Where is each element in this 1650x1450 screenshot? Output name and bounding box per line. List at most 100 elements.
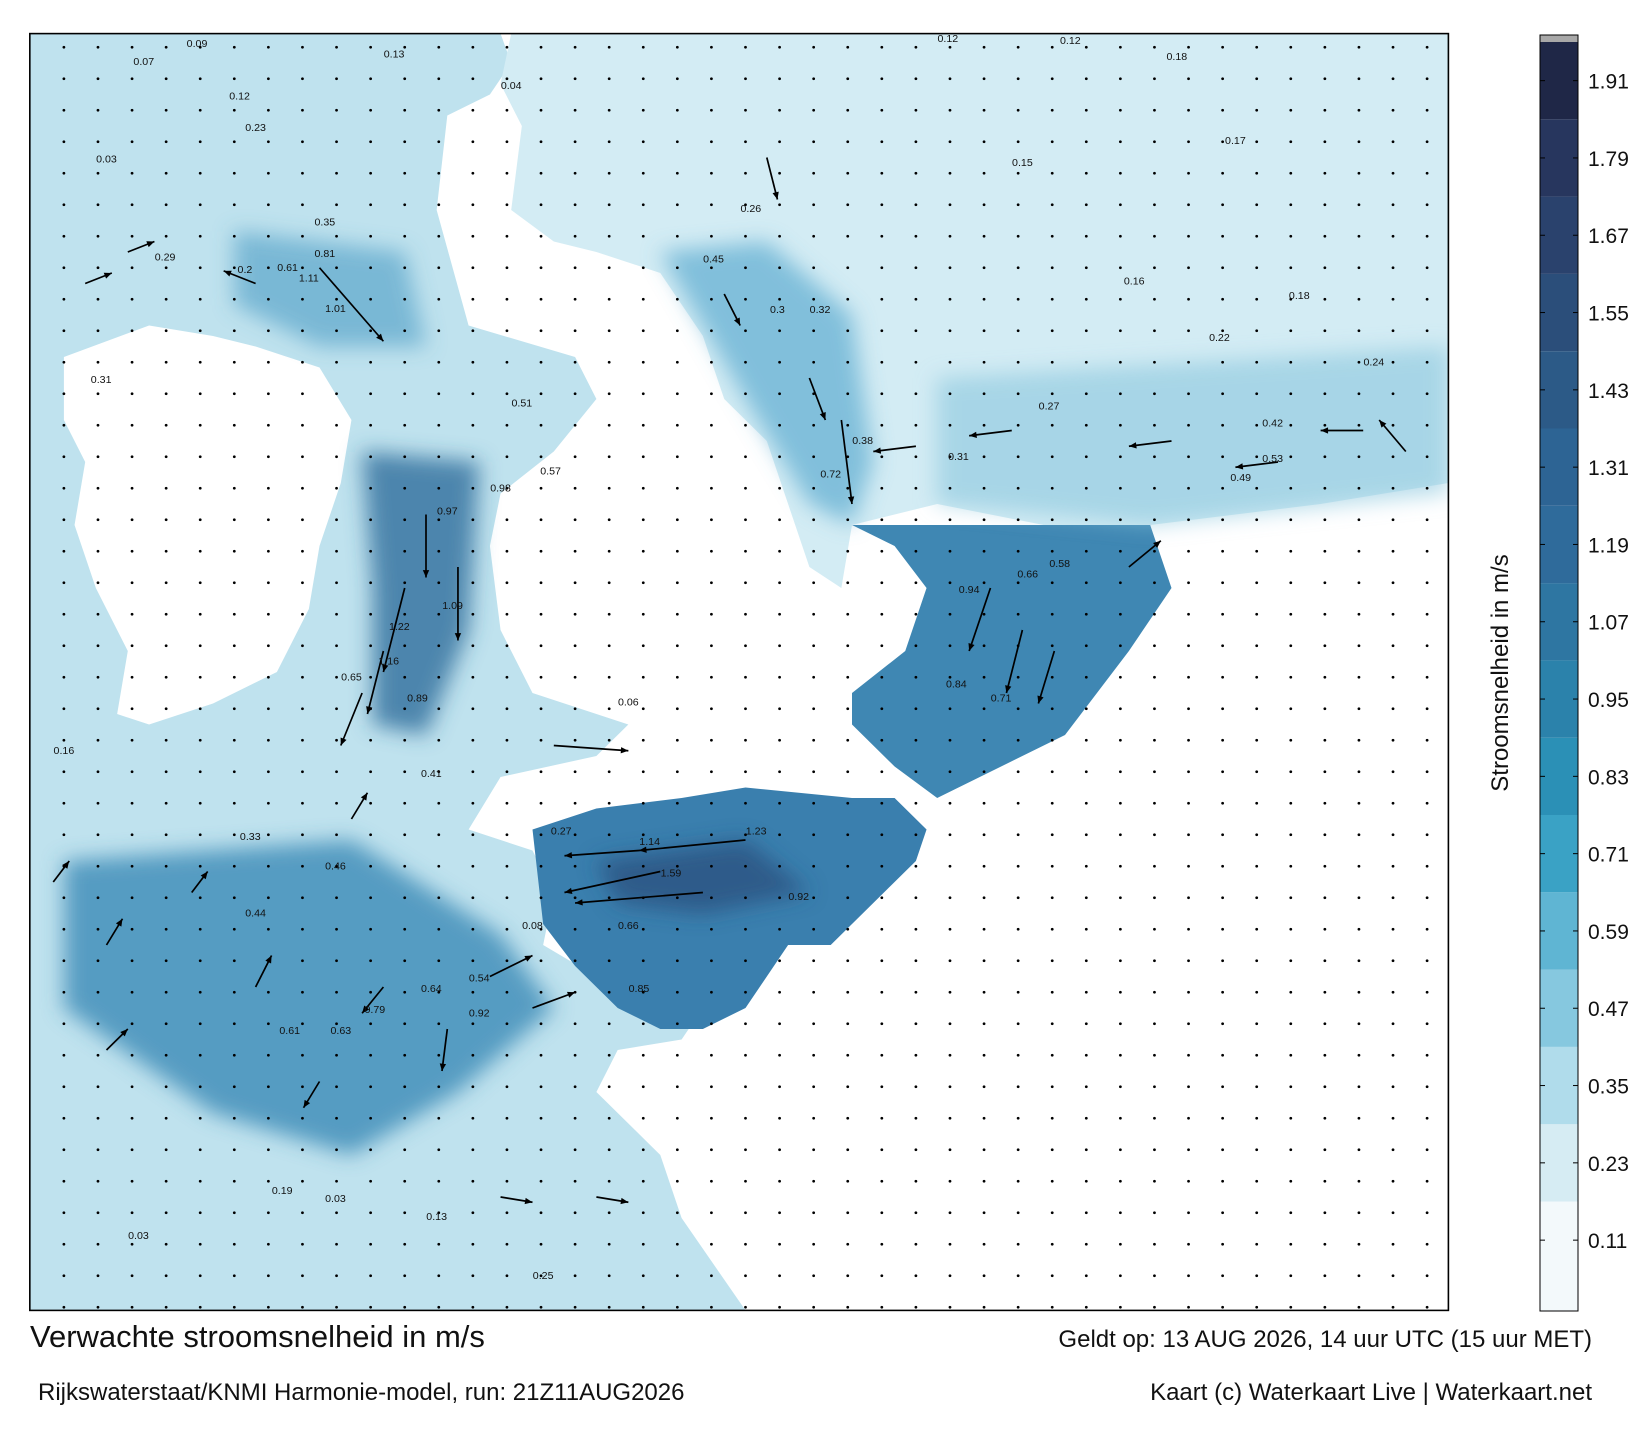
current-arrow	[1037, 650, 1056, 704]
grid-dot	[846, 266, 850, 270]
grid-dot	[1016, 518, 1020, 522]
grid-dot	[710, 140, 713, 144]
grid-dot	[232, 518, 236, 522]
grid-dot	[301, 1022, 304, 1026]
grid-dot	[1187, 612, 1190, 616]
grid-dot	[164, 707, 168, 711]
grid-dot	[1084, 1053, 1088, 1057]
grid-dot	[1391, 518, 1395, 522]
grid-dot	[1255, 360, 1259, 364]
grid-dot	[232, 297, 236, 301]
grid-dot	[914, 45, 918, 49]
grid-dot	[1323, 486, 1327, 490]
grid-dot	[1357, 581, 1361, 585]
grid-dot	[641, 140, 645, 144]
grid-dot	[1084, 1148, 1088, 1152]
grid-dot	[1016, 360, 1020, 364]
grid-dot	[812, 644, 816, 648]
speed-label: 1.16	[378, 656, 399, 668]
grid-dot	[880, 581, 884, 585]
grid-dot	[607, 1274, 611, 1278]
grid-dot	[1153, 770, 1156, 774]
grid-dot	[1289, 675, 1293, 679]
grid-dot	[403, 1211, 407, 1215]
speed-label: 0.27	[551, 826, 572, 838]
grid-dot	[675, 990, 679, 994]
grid-dot	[1153, 959, 1156, 963]
grid-dot	[164, 896, 168, 900]
arrow-head	[62, 860, 70, 869]
grid-dot	[846, 990, 850, 994]
grid-dot	[232, 864, 236, 868]
grid-dot	[1187, 234, 1190, 238]
grid-dot	[1187, 896, 1190, 900]
grid-dot	[369, 234, 373, 238]
grid-dot	[1255, 896, 1259, 900]
grid-dot	[607, 675, 611, 679]
grid-dot	[880, 1148, 884, 1152]
grid-dot	[539, 1148, 543, 1152]
grid-dot	[948, 738, 952, 742]
grid-dot	[403, 266, 407, 270]
arrow-head	[524, 955, 533, 962]
grid-dot	[96, 1053, 100, 1057]
grid-dot	[62, 1305, 66, 1309]
grid-dot	[641, 1085, 645, 1089]
grid-dot	[1016, 455, 1020, 459]
grid-dot	[1118, 171, 1122, 175]
grid-dot	[914, 1148, 918, 1152]
arrow-head	[303, 1099, 311, 1108]
grid-dot	[1425, 455, 1429, 459]
grid-dot	[675, 360, 679, 364]
grid-dot	[369, 1242, 373, 1246]
grid-dot	[1084, 801, 1088, 805]
grid-dot	[607, 360, 611, 364]
grid-dot	[1323, 1179, 1327, 1183]
grid-dot	[982, 518, 986, 522]
speed-label: 0.71	[991, 692, 1012, 704]
grid-dot	[1153, 1053, 1156, 1057]
grid-dot	[710, 833, 713, 837]
grid-dot	[1187, 707, 1190, 711]
grid-dot	[1016, 1305, 1020, 1309]
grid-dot	[96, 549, 100, 553]
grid-dot	[1050, 990, 1054, 994]
grid-dot	[130, 770, 134, 774]
grid-dot	[641, 1211, 645, 1215]
grid-dot	[1153, 171, 1156, 175]
speed-label: 0.31	[91, 374, 112, 386]
grid-dot	[710, 581, 713, 585]
grid-dot	[1016, 896, 1020, 900]
grid-dot	[471, 1148, 475, 1152]
grid-dot	[1391, 486, 1395, 490]
grid-dot	[675, 1116, 679, 1120]
arrow-head	[223, 270, 232, 277]
grid-dot	[1050, 1211, 1054, 1215]
grid-dot	[164, 1022, 168, 1026]
grid-dot	[232, 1022, 236, 1026]
grid-dot	[471, 801, 475, 805]
grid-dot	[812, 549, 816, 553]
grid-dot	[1289, 1305, 1293, 1309]
grid-dot	[1050, 1179, 1054, 1183]
speed-label: 1.59	[661, 868, 682, 880]
grid-dot	[880, 1116, 884, 1120]
grid-dot	[710, 108, 713, 112]
grid-dot	[880, 234, 884, 238]
grid-dot	[812, 1148, 816, 1152]
grid-dot	[1050, 1022, 1054, 1026]
grid-dot	[539, 675, 543, 679]
grid-dot	[914, 455, 918, 459]
source: Rijkswaterstaat/KNMI Harmonie-model, run…	[38, 1379, 684, 1406]
grid-dot	[301, 1211, 304, 1215]
colorbar-tick-label: 0.23	[1588, 1153, 1629, 1176]
grid-dot	[369, 266, 373, 270]
grid-dot	[948, 329, 952, 333]
grid-dot	[369, 203, 373, 207]
grid-dot	[1289, 171, 1293, 175]
grid-dot	[369, 833, 373, 837]
grid-dot	[1255, 990, 1259, 994]
grid-dot	[1255, 1022, 1259, 1026]
grid-dot	[1323, 1022, 1327, 1026]
grid-dot	[1153, 1305, 1156, 1309]
